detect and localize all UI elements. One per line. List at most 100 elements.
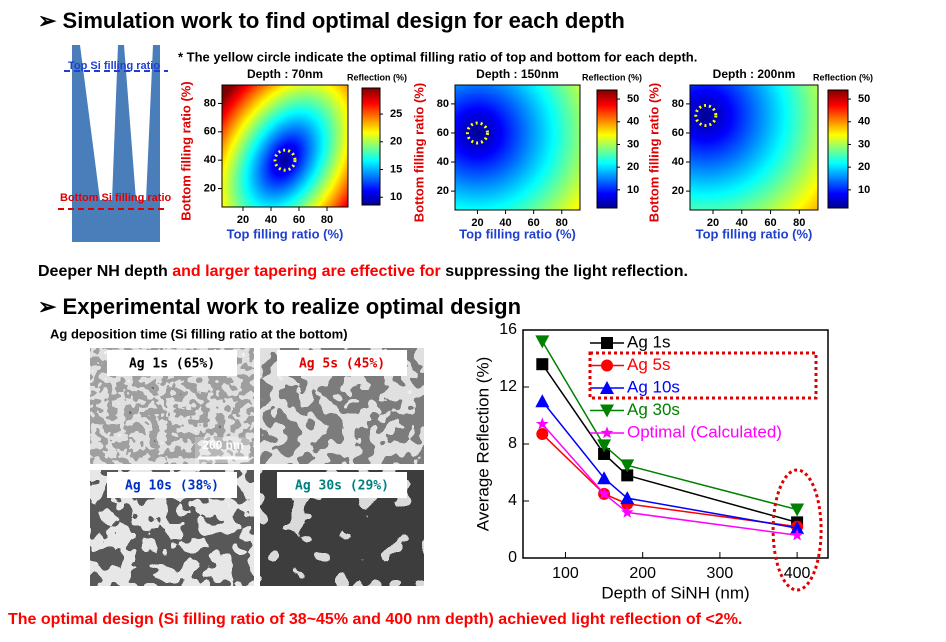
legend-label: Optimal (Calculated) <box>627 422 782 441</box>
heatmap <box>689 84 819 211</box>
marker <box>601 337 613 349</box>
x-axis-label: Top filling ratio (%) <box>696 226 813 241</box>
legend-label: Ag 5s <box>627 355 670 374</box>
colorbar-label: Reflection (%) <box>813 72 873 82</box>
x-tick-label: 80 <box>321 214 333 226</box>
colorbar-tick-label: 10 <box>390 191 402 203</box>
x-tick-label: 20 <box>237 214 249 226</box>
marker <box>790 528 804 541</box>
x-tick-label: 400 <box>784 565 811 582</box>
image-label: Ag 5s (45%) <box>299 357 385 372</box>
colorbar-tick-label: 20 <box>627 161 639 173</box>
colorbar-tick-label: 40 <box>858 116 870 128</box>
note: * The yellow circle indicate the optimal… <box>178 49 697 64</box>
section-title: ➢ Simulation work to find optimal design… <box>38 8 625 33</box>
x-tick-label: 60 <box>293 214 305 226</box>
colorbar-tick-label: 50 <box>627 93 639 105</box>
image-label-box <box>107 472 237 498</box>
marker <box>600 404 614 418</box>
series-line <box>541 341 798 511</box>
colorbar <box>596 89 618 209</box>
series-line <box>541 363 798 524</box>
legend-label: Ag 10s <box>627 377 680 396</box>
image-label: Ag 1s (65%) <box>129 357 215 372</box>
y-tick-label: 80 <box>204 97 216 109</box>
x-tick-label: 60 <box>764 217 776 229</box>
tapered-structure <box>72 45 160 242</box>
y-tick-label: 12 <box>499 378 517 395</box>
y-tick-label: 20 <box>672 185 684 197</box>
colorbar-tick-label: 15 <box>390 163 402 175</box>
x-tick-label: 80 <box>556 217 568 229</box>
y-axis-label: Average Reflection (%) <box>473 357 492 532</box>
marker <box>535 394 550 408</box>
x-tick-label: 40 <box>736 217 748 229</box>
heatmap <box>454 84 581 211</box>
y-tick-label: 8 <box>508 435 517 452</box>
heatmap-title: Depth : 70nm <box>247 67 323 81</box>
colorbar-tick-label: 30 <box>627 138 639 150</box>
marker <box>597 471 612 485</box>
series-line <box>541 423 798 536</box>
marker <box>601 359 613 372</box>
colorbar-tick-label: 40 <box>627 116 639 128</box>
legend-label: Ag 30s <box>627 400 680 419</box>
section-title: ➢ Experimental work to realize optimal d… <box>38 294 521 319</box>
y-tick-label: 40 <box>437 156 449 168</box>
image-label: Ag 10s (38%) <box>125 479 219 494</box>
y-tick-label: 80 <box>672 98 684 110</box>
y-tick-label: 40 <box>672 156 684 168</box>
x-tick-label: 40 <box>265 214 277 226</box>
marker <box>620 491 635 505</box>
series-line <box>541 400 798 529</box>
schematic: Top Si filling ratio Bottom Si filling r… <box>58 45 171 242</box>
marker <box>600 381 614 394</box>
y-tick-label: 60 <box>437 127 449 139</box>
marker <box>536 428 549 441</box>
y-tick-label: 0 <box>508 549 517 566</box>
x-axis-label: Top filling ratio (%) <box>459 226 576 241</box>
colorbar-tick-label: 20 <box>390 136 402 148</box>
colorbar <box>827 89 849 209</box>
bottom-label: Bottom Si filling ratio <box>60 192 171 204</box>
x-axis-label: Top filling ratio (%) <box>227 226 344 241</box>
heatmap <box>221 84 349 208</box>
colorbar <box>361 87 381 206</box>
top-label: Top Si filling ratio <box>68 60 160 72</box>
marker <box>600 426 614 439</box>
marker <box>620 459 635 473</box>
x-tick-label: 40 <box>499 217 511 229</box>
x-tick-label: 20 <box>471 217 483 229</box>
scale-bar-label: 200 nm <box>202 438 243 452</box>
statement-part: Deeper NH depth <box>38 263 172 280</box>
y-tick-label: 16 <box>499 321 517 338</box>
marker <box>790 521 805 535</box>
optimal-circle <box>465 121 489 145</box>
image-label: Ag 30s (29%) <box>295 479 389 494</box>
marker <box>621 505 634 518</box>
marker <box>535 335 550 349</box>
heatmap-title: Depth : 200nm <box>713 67 796 81</box>
y-tick-label: 60 <box>672 127 684 139</box>
x-axis-label: Depth of SiNH (nm) <box>601 583 749 602</box>
colorbar-tick-label: 50 <box>858 93 870 105</box>
optimal-circle <box>273 148 297 172</box>
y-axis-label: Bottom filling ratio (%) <box>178 81 193 220</box>
optimal-circle <box>694 104 718 128</box>
highlight-ellipse <box>771 468 823 592</box>
y-tick-label: 20 <box>437 185 449 197</box>
marker <box>790 503 805 517</box>
y-axis-label: Bottom filling ratio (%) <box>646 83 661 222</box>
statement-part: and larger tapering are effective for <box>172 263 441 280</box>
marker <box>536 417 549 430</box>
series-line <box>541 433 798 528</box>
marker <box>621 469 634 482</box>
caption: Ag deposition time (Si filling ratio at … <box>50 326 348 341</box>
y-tick-label: 80 <box>437 98 449 110</box>
x-tick-label: 200 <box>629 565 656 582</box>
legend-label: Ag 1s <box>627 332 670 351</box>
y-tick-label: 20 <box>204 182 216 194</box>
x-tick-label: 80 <box>793 217 805 229</box>
colorbar-tick-label: 30 <box>858 138 870 150</box>
